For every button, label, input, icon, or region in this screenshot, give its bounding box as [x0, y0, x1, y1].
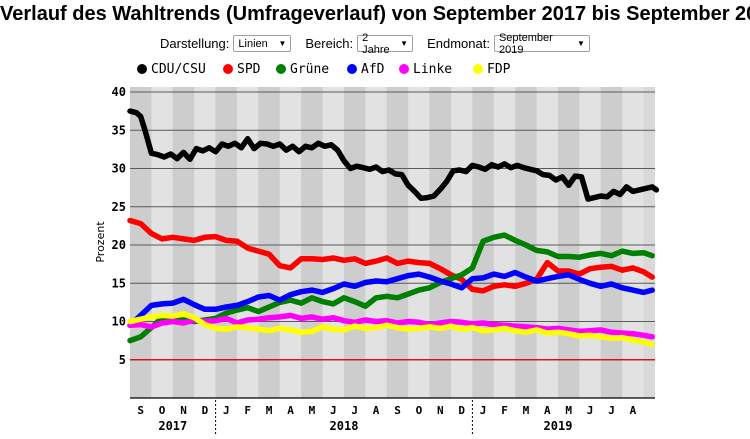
bereich-label: Bereich: — [305, 36, 354, 51]
bereich-value: 2 Jahre — [362, 31, 390, 56]
month-label: J — [223, 404, 230, 417]
month-band — [258, 87, 280, 398]
month-label: A — [630, 404, 637, 417]
y-axis-label: Prozent — [94, 221, 107, 263]
month-label: J — [608, 404, 615, 417]
month-band — [151, 87, 173, 398]
y-tick-label: 10 — [112, 315, 126, 329]
year-label: 2018 — [330, 419, 359, 433]
month-label: J — [480, 404, 487, 417]
legend-item: CDU/CSU — [151, 62, 206, 77]
legend-item: FDP — [487, 62, 511, 77]
legend-marker — [223, 64, 233, 74]
year-label: 2017 — [158, 419, 187, 433]
series-line-spd — [127, 217, 655, 294]
month-label: M — [309, 404, 316, 417]
month-label: A — [373, 404, 380, 417]
month-band — [429, 87, 451, 398]
month-label: D — [458, 404, 465, 417]
month-label: N — [437, 404, 444, 417]
month-label: O — [159, 404, 166, 417]
month-band — [408, 87, 430, 398]
bereich-control: Bereich: 2 Jahre ▼ — [305, 32, 414, 56]
month-band — [194, 87, 216, 398]
darstellung-value: Linien — [238, 37, 268, 50]
chevron-down-icon: ▼ — [278, 39, 287, 48]
month-label: M — [565, 404, 572, 417]
year-label: 2019 — [544, 419, 573, 433]
series-line-cducsu — [127, 108, 660, 202]
bereich-select[interactable]: 2 Jahre ▼ — [357, 32, 414, 56]
month-band — [600, 87, 623, 398]
month-band — [344, 87, 366, 398]
month-band — [558, 87, 580, 398]
endmonat-value: September 2019 — [498, 31, 553, 56]
month-label: M — [266, 404, 273, 417]
month-band — [301, 87, 323, 398]
legend-item: SPD — [237, 62, 261, 77]
legend-marker — [276, 64, 286, 74]
darstellung-label: Darstellung: — [160, 36, 230, 51]
chart-title: Verlauf des Wahltrends (Umfrageverlauf) … — [0, 3, 750, 25]
legend-item: Grüne — [290, 62, 329, 77]
y-tick-label: 40 — [112, 85, 126, 99]
y-tick-label: 15 — [112, 276, 126, 290]
month-label: F — [501, 404, 508, 417]
legend-marker — [473, 64, 483, 74]
month-band — [365, 87, 387, 398]
month-label: S — [394, 404, 401, 417]
darstellung-select[interactable]: Linien ▼ — [233, 35, 292, 52]
month-label: N — [180, 404, 187, 417]
y-tick-label: 35 — [112, 123, 126, 137]
month-label: J — [587, 404, 594, 417]
legend-item: AfD — [361, 62, 385, 77]
endmonat-control: Endmonat: September 2019 ▼ — [427, 32, 590, 56]
y-tick-label: 25 — [112, 200, 126, 214]
month-band — [386, 87, 409, 398]
month-band — [322, 87, 344, 398]
y-tick-label: 5 — [119, 353, 126, 367]
series-line-afd — [127, 269, 655, 329]
y-tick-label: 30 — [112, 162, 126, 176]
legend-marker — [347, 64, 357, 74]
month-band — [536, 87, 558, 398]
month-band — [579, 87, 601, 398]
month-band — [622, 87, 644, 398]
endmonat-label: Endmonat: — [427, 36, 490, 51]
month-label: D — [202, 404, 209, 417]
legend-item: Linke — [413, 62, 452, 77]
chevron-down-icon: ▼ — [577, 39, 585, 48]
month-label: J — [330, 404, 337, 417]
series-line-fdp — [127, 311, 655, 348]
darstellung-control: Darstellung: Linien ▼ — [160, 35, 292, 52]
chevron-down-icon: ▼ — [400, 39, 409, 48]
month-label: M — [523, 404, 530, 417]
controls-bar: Darstellung: Linien ▼ Bereich: 2 Jahre ▼… — [0, 32, 750, 56]
month-band — [279, 87, 302, 398]
month-label: O — [416, 404, 423, 417]
legend-marker — [137, 64, 147, 74]
endmonat-select[interactable]: September 2019 ▼ — [493, 32, 590, 56]
month-label: A — [287, 404, 294, 417]
month-label: S — [137, 404, 144, 417]
legend-marker — [399, 64, 409, 74]
month-label: J — [351, 404, 358, 417]
month-band — [451, 87, 473, 398]
series-line-linke — [127, 312, 655, 340]
month-label: F — [244, 404, 251, 417]
month-band — [493, 87, 516, 398]
month-label: A — [544, 404, 551, 417]
y-tick-label: 20 — [112, 238, 126, 252]
